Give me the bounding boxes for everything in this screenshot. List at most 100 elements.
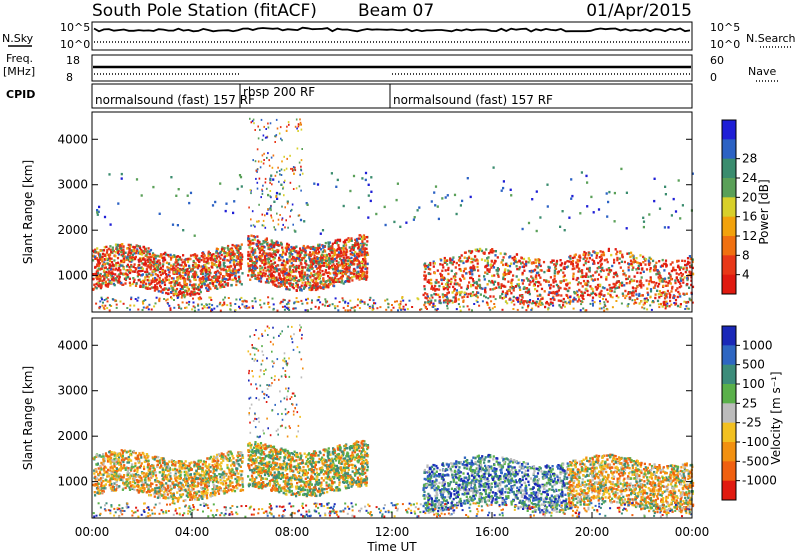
scatter-cell [322,273,325,276]
scatter-cell [270,276,274,280]
scatter-cell [314,305,317,308]
scatter-cell [543,279,546,282]
scatter-cell [267,303,270,305]
cpid-segment-2: rbsp 200 RF [243,85,315,99]
scatter-cell [441,269,444,272]
scatter-cell [563,229,566,232]
scatter-cell [179,292,182,295]
scatter-cell [674,303,677,306]
colorbar-tick-label: 28 [742,152,757,166]
scatter-cell [198,279,201,282]
scatter-cell [111,268,114,271]
scatter-cell [430,294,433,297]
scatter-cell [238,254,241,257]
scatter-cell [200,281,203,284]
scatter-cell [316,248,320,251]
scatter-cell [493,274,496,277]
scatter-cell [330,266,334,269]
scatter-cell [282,223,284,226]
scatter-cell [310,265,313,268]
scatter-cell [205,270,208,274]
scatter-cell [177,291,180,294]
scatter-cell [568,302,571,305]
scatter-cell [363,251,367,255]
scatter-cell [263,274,266,277]
scatter-cell [475,258,478,261]
scatter-cell [176,277,179,280]
scatter-cell [594,285,597,289]
scatter-cell [276,248,279,252]
scatter-cell [93,283,96,286]
scatter-cell [126,461,129,464]
scatter-cell [575,261,578,264]
scatter-cell [655,273,658,276]
scatter-cell [530,308,533,311]
scatter-cell [366,253,370,256]
scatter-cell [112,298,115,301]
scatter-cell [423,265,427,269]
scatter-cell [203,266,206,269]
scatter-cell [347,256,350,259]
scatter-cell [487,269,490,272]
scatter-cell [116,251,119,255]
scatter-cell [521,265,524,268]
scatter-cell [106,307,109,310]
scatter-cell [179,274,182,278]
scatter-cell [497,268,500,271]
scatter-cell [100,267,103,270]
scatter-cell [339,277,342,280]
scatter-cell [267,296,270,299]
scatter-cell [509,286,512,289]
scatter-cell [616,256,619,260]
scatter-cell [400,308,403,311]
scatter-cell [538,259,541,262]
scatter-cell [143,251,146,255]
scatter-cell [267,193,270,197]
scatter-cell [437,217,440,221]
scatter-cell [578,254,581,257]
scatter-cell [672,268,675,271]
scatter-cell [493,262,496,265]
scatter-cell [146,278,149,282]
scatter-cell [408,299,411,302]
scatter-cell [288,288,291,291]
scatter-cell [115,303,118,306]
scatter-cell [560,269,563,272]
scatter-cell [609,286,612,290]
scatter-cell [141,481,144,484]
scatter-cell [271,281,274,284]
scatter-cell [266,136,268,139]
scatter-cell [530,262,534,265]
scatter-cell [287,248,291,251]
scatter-cell [118,275,121,279]
scatter-cell [675,272,678,275]
scatter-cell [94,286,97,289]
scatter-cell [458,264,461,267]
scatter-cell [130,265,133,268]
scatter-cell [542,260,546,264]
scatter-cell [210,255,213,258]
scatter-cell [270,259,273,263]
scatter-cell [582,294,585,297]
scatter-cell [531,276,534,280]
scatter-cell [348,257,351,260]
scatter-cell [284,268,287,271]
scatter-cell [220,253,223,257]
scatter-cell [592,260,596,263]
scatter-cell [257,137,260,140]
scatter-cell [466,177,469,180]
scatter-cell [254,277,257,280]
scatter-cell [454,279,457,282]
scatter-cell [528,290,531,293]
scatter-cell [607,247,610,251]
scatter-cell [215,249,218,252]
scatter-cell [462,261,465,265]
scatter-cell [691,258,694,261]
scatter-cell [434,185,438,188]
scatter-cell [448,285,451,289]
scatter-cell [554,280,557,283]
colorbar-cell [722,255,736,276]
scatter-cell [532,302,535,305]
scatter-cell [145,268,148,271]
scatter-cell [528,301,531,303]
